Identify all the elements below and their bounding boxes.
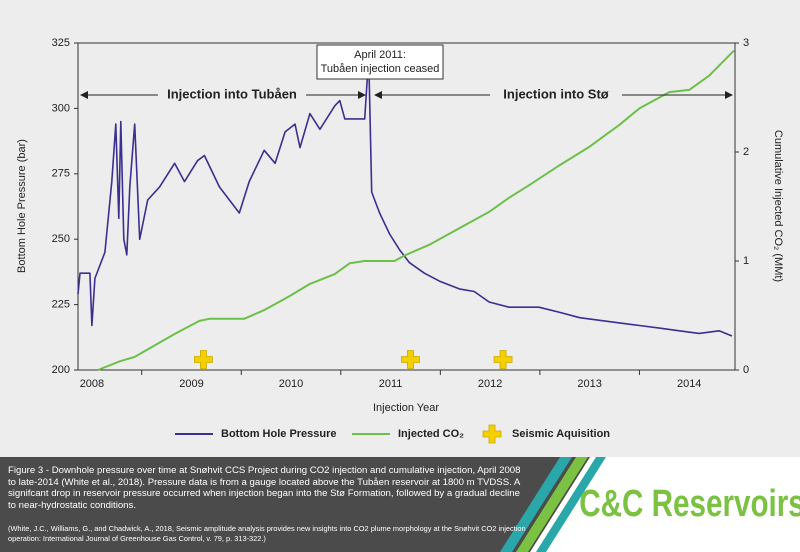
y-tick-label: 250 — [52, 233, 70, 245]
y-tick-label: 325 — [52, 37, 70, 49]
figure-caption: Figure 3 - Downhole pressure over time a… — [8, 465, 521, 511]
legend-label: Seismic Aquisition — [512, 428, 610, 440]
x-tick-label: 2012 — [478, 378, 502, 390]
annotation: Injection into Stø — [503, 86, 608, 101]
y2-axis-title: Cumulative Injected CO₂ (MMt) — [772, 130, 784, 282]
data-line — [97, 49, 735, 371]
legend-marker — [482, 424, 502, 444]
y-tick-label: 225 — [52, 299, 70, 311]
seismic-marker — [194, 350, 213, 369]
x-axis-title: Injection Year — [373, 402, 439, 414]
seismic-marker — [401, 350, 420, 369]
annotation: Tubåen injection ceased — [321, 63, 440, 75]
stripe — [516, 457, 588, 552]
legend-label: Bottom Hole Pressure — [221, 428, 337, 440]
arrow-head — [725, 91, 733, 99]
y2-tick-label: 3 — [743, 37, 749, 49]
y2-tick-label: 2 — [743, 146, 749, 158]
seismic-marker — [493, 350, 513, 369]
y2-tick-label: 1 — [743, 255, 749, 267]
x-tick-label: 2011 — [379, 378, 403, 390]
annotation-box — [316, 44, 444, 80]
arrow-head — [358, 91, 366, 99]
annotation: Injection into Tubåen — [167, 86, 297, 101]
x-tick-label: 2013 — [577, 378, 601, 390]
plot-frame — [77, 42, 736, 371]
y-tick-label: 275 — [52, 168, 70, 180]
x-tick-label: 2009 — [179, 378, 203, 390]
annotation: April 2011: — [354, 49, 406, 61]
x-tick-label: 2008 — [80, 378, 104, 390]
y-tick-label: 300 — [52, 102, 70, 114]
citation: (White, J.C., Williams, G., and Chadwick… — [8, 524, 526, 543]
logo-panel — [530, 457, 800, 552]
stripe — [536, 457, 606, 552]
x-tick-label: 2014 — [677, 378, 701, 390]
logo: C&C Reservoirs — [579, 483, 800, 525]
y-tick-label: 200 — [52, 364, 70, 376]
stripe — [500, 457, 572, 552]
x-tick-label: 2010 — [279, 378, 303, 390]
arrow-head — [374, 91, 382, 99]
legend-label: Injected CO₂ — [398, 428, 464, 440]
y2-tick-label: 0 — [743, 364, 749, 376]
data-line — [77, 55, 733, 337]
arrow-head — [80, 91, 88, 99]
y-axis-title: Bottom Hole Pressure (bar) — [16, 139, 28, 273]
